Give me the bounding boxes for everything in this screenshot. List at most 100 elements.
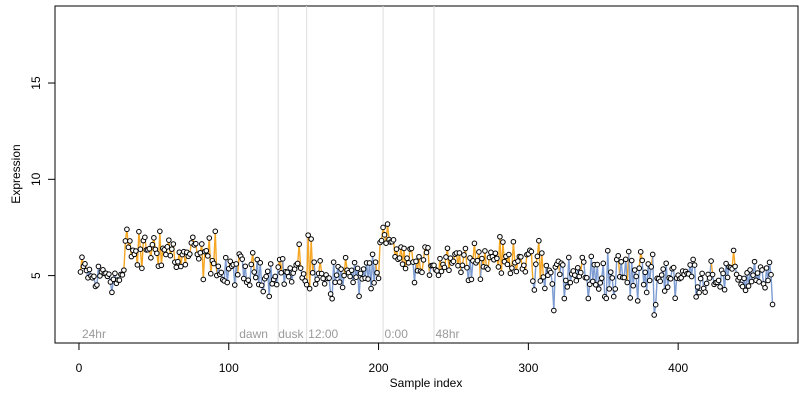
data-point	[708, 258, 714, 264]
data-point	[589, 278, 596, 285]
data-points	[77, 221, 776, 318]
series-line-segment	[252, 252, 255, 273]
series-line-segment	[470, 260, 474, 280]
data-point	[500, 239, 506, 245]
data-point	[348, 267, 355, 274]
data-point	[169, 246, 175, 252]
data-point	[455, 262, 461, 269]
data-point	[739, 283, 746, 290]
data-point	[672, 295, 678, 302]
data-point	[518, 254, 524, 260]
data-point	[531, 287, 538, 293]
data-point	[720, 270, 726, 277]
data-point	[567, 279, 574, 286]
data-point	[633, 273, 640, 280]
data-point	[509, 265, 515, 271]
data-point	[595, 286, 602, 292]
data-point	[347, 273, 353, 280]
series-line-segment	[141, 240, 145, 269]
data-point	[437, 255, 443, 262]
data-point	[288, 279, 295, 285]
data-point	[664, 284, 671, 290]
x-tick-label: 0	[76, 361, 83, 375]
series-line-segment	[614, 259, 618, 290]
data-point	[326, 275, 332, 281]
data-point	[287, 265, 293, 271]
data-point	[494, 255, 500, 262]
data-point	[193, 240, 199, 247]
data-point	[631, 267, 638, 273]
data-point	[227, 258, 234, 265]
data-point	[446, 267, 452, 274]
data-point	[756, 279, 762, 285]
series-line-segment	[512, 241, 516, 263]
data-point	[199, 241, 205, 247]
x-axis: 0 100 200 300 400	[76, 342, 688, 375]
data-point	[615, 252, 622, 259]
data-point	[450, 258, 457, 265]
data-point	[658, 272, 665, 278]
data-point	[127, 238, 133, 244]
data-point	[341, 272, 347, 279]
data-point	[696, 289, 702, 296]
series-line-segment	[553, 267, 557, 311]
data-point	[557, 271, 563, 278]
series-line-segment	[458, 252, 462, 273]
data-point	[77, 269, 84, 275]
data-point	[251, 269, 258, 275]
data-point	[339, 284, 346, 291]
data-point	[404, 255, 410, 261]
data-point	[438, 268, 445, 275]
x-tick-label: 200	[369, 361, 389, 375]
data-point	[604, 247, 611, 254]
data-point	[378, 237, 385, 244]
series-line-segment	[259, 262, 263, 286]
data-point	[330, 259, 337, 265]
data-point	[521, 262, 527, 269]
data-point	[212, 228, 219, 235]
data-point	[305, 232, 311, 238]
data-point	[312, 281, 319, 287]
data-point	[741, 275, 747, 282]
data-point	[327, 291, 334, 297]
data-point	[125, 244, 132, 251]
data-point	[462, 245, 469, 252]
data-point	[354, 265, 361, 272]
data-point	[420, 257, 427, 263]
data-point	[628, 257, 635, 264]
data-point	[542, 285, 548, 292]
data-point	[607, 269, 614, 275]
data-point	[661, 288, 668, 294]
data-point	[416, 253, 422, 260]
data-point	[297, 265, 304, 271]
data-point	[419, 269, 425, 276]
data-point	[281, 281, 287, 287]
series-line-segment	[563, 280, 567, 299]
data-point	[660, 266, 666, 272]
data-point	[646, 277, 653, 284]
data-point	[164, 244, 171, 250]
data-point	[612, 286, 619, 292]
data-point	[396, 255, 403, 261]
data-point	[765, 277, 771, 284]
data-point	[371, 280, 377, 286]
plot-frame	[54, 5, 799, 344]
data-point	[257, 259, 264, 266]
data-point	[157, 228, 163, 235]
data-point	[399, 261, 406, 267]
data-point	[196, 256, 202, 262]
data-point	[425, 245, 431, 251]
data-point	[350, 279, 356, 286]
data-point	[627, 295, 634, 301]
data-point	[91, 273, 97, 280]
data-point	[242, 263, 249, 270]
data-point	[642, 269, 649, 276]
data-point	[224, 279, 231, 286]
data-point	[461, 252, 467, 258]
annotation-label: 48hr	[435, 327, 459, 341]
data-point	[366, 260, 373, 266]
data-point	[121, 267, 127, 273]
data-point	[308, 236, 314, 242]
data-point	[314, 276, 320, 283]
